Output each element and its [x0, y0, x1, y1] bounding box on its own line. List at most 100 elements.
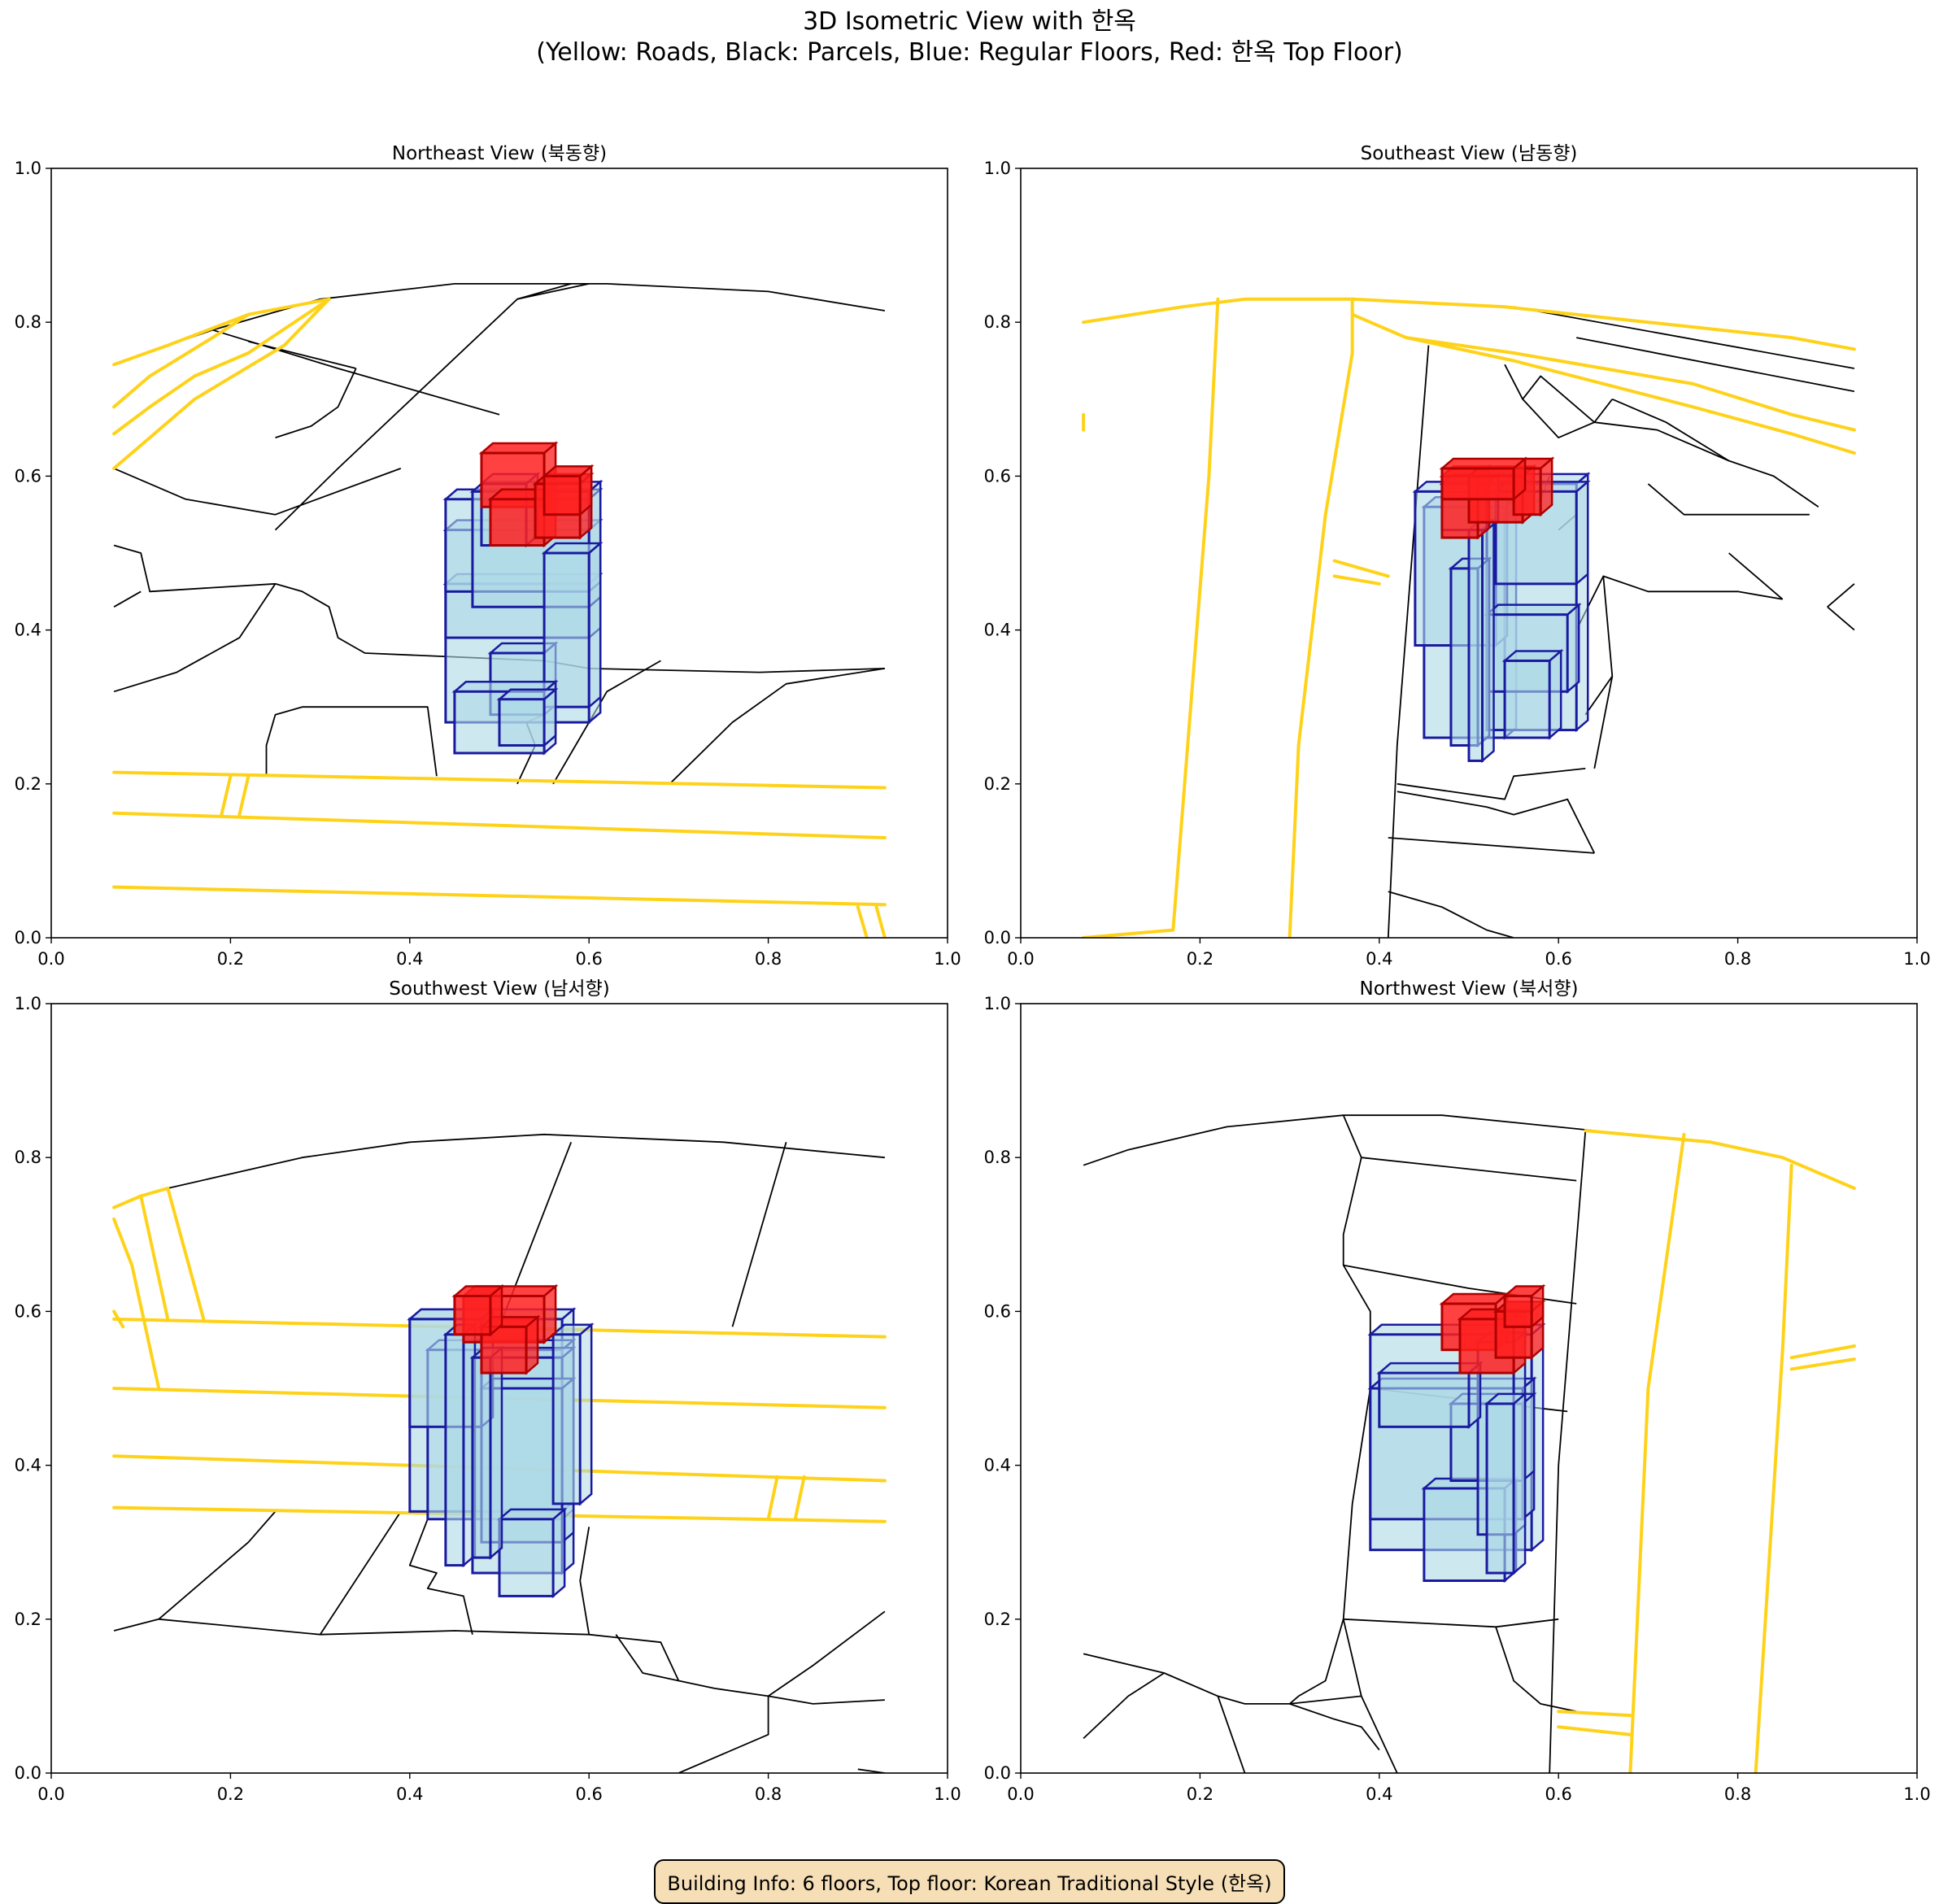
road-line [237, 774, 251, 817]
y-tick-label: 0.4 [984, 1456, 1011, 1475]
y-tick-label: 0.4 [15, 621, 41, 640]
regular-floor-box [496, 687, 559, 748]
regular-floor-box-side [1481, 517, 1495, 764]
road-line [1332, 574, 1381, 586]
road-line [1584, 1129, 1856, 1190]
y-tick-label: 0.0 [984, 1763, 1011, 1783]
regular-floor-box-front [498, 1518, 555, 1597]
parcel-line [1397, 768, 1586, 800]
regular-floor-box-front [1378, 1371, 1471, 1428]
hanok-floor-box-side [1539, 456, 1553, 517]
panel-title-northwest: Northwest View (북서향) [1360, 978, 1579, 1000]
axes-frame-southwest [50, 1003, 948, 1774]
regular-floor-box-front [551, 1333, 582, 1505]
regular-floor-box-front [1467, 529, 1484, 762]
road-line [112, 297, 331, 436]
parcel-line [1342, 1114, 1371, 1388]
road-line [139, 1194, 170, 1321]
road-line [1628, 1132, 1686, 1773]
regular-floor-box-side [1548, 648, 1562, 740]
parcel-line [1575, 575, 1783, 631]
figure-title: 3D Isometric View with 한옥 [803, 7, 1136, 36]
road-line [1754, 1163, 1793, 1773]
parcel-line [768, 1695, 885, 1705]
panel-southwest: 0.0 0.2 0.4 0.6 0.8 1.0 0.0 0.2 0.4 0.6 0.8 1.0 Sout… [15, 978, 961, 1804]
regular-floor-box [469, 1345, 505, 1560]
parcel-line [113, 544, 276, 593]
x-tick-label: 0.0 [1007, 949, 1034, 969]
x-tick-label: 0.0 [37, 949, 64, 969]
x-tick-label: 0.0 [37, 1784, 64, 1804]
regular-floor-box-front [498, 698, 546, 747]
road-line [1789, 1357, 1856, 1371]
y-tick-label: 0.0 [984, 928, 1011, 948]
road-line [112, 1309, 125, 1329]
y-tick-label: 0.4 [984, 621, 1011, 640]
regular-floor-box [1466, 517, 1497, 764]
road-line [166, 1187, 206, 1321]
axes-frame-northwest [1020, 1003, 1918, 1774]
parcel-line [579, 1527, 590, 1635]
road-line [1789, 1344, 1856, 1360]
road-line [112, 1217, 161, 1390]
regular-floor-box-front [1503, 659, 1551, 739]
plot-content-northwest [1083, 1114, 1856, 1773]
x-tick-label: 0.6 [1545, 1784, 1571, 1804]
regular-floor-box [1501, 648, 1564, 740]
road-line [112, 811, 887, 839]
x-tick-label: 0.8 [755, 1784, 782, 1804]
road-line [112, 770, 887, 790]
x-tick-label: 0.6 [575, 1784, 602, 1804]
panel-southeast: 0.0 0.2 0.4 0.6 0.8 1.0 0.0 0.2 0.4 0.6 0.8 1.0 Sout… [984, 143, 1931, 969]
parcel-line [669, 668, 886, 785]
y-tick-label: 0.0 [15, 1763, 41, 1783]
parcel-line [248, 341, 356, 369]
parcel-line [615, 1634, 679, 1682]
parcel-line [1361, 1157, 1577, 1182]
road-line [112, 297, 331, 470]
regular-floor-box [442, 1322, 478, 1568]
y-tick-label: 1.0 [984, 159, 1011, 178]
plot-content-southeast [1082, 297, 1856, 938]
hanok-floor-box-side [489, 1283, 503, 1337]
road-line [112, 312, 251, 409]
regular-floor-box [496, 1507, 568, 1599]
x-tick-label: 0.2 [217, 1784, 244, 1804]
y-tick-label: 0.8 [15, 1148, 41, 1167]
x-tick-label: 1.0 [1903, 1784, 1930, 1804]
parcel-line [1397, 791, 1596, 854]
x-tick-label: 1.0 [934, 949, 961, 969]
parcel-line [1289, 1703, 1380, 1751]
road-line [1082, 297, 1856, 351]
x-tick-label: 0.8 [1724, 949, 1751, 969]
x-tick-label: 1.0 [934, 1784, 961, 1804]
hanok-floor-box [451, 1283, 505, 1337]
plot-content-southwest [112, 1133, 887, 1773]
y-tick-label: 0.6 [15, 1301, 41, 1321]
parcel-line [1549, 1131, 1587, 1773]
figure-subtitle: (Yellow: Roads, Black: Parcels, Blue: Re… [536, 38, 1403, 67]
parcel-line [1387, 345, 1430, 938]
hanok-floor-box-front [1440, 467, 1515, 501]
parcel-line [678, 1696, 769, 1773]
y-tick-label: 0.0 [15, 928, 41, 948]
parcel-line [1513, 306, 1855, 369]
road-line [1350, 312, 1856, 455]
parcel-line [319, 1510, 402, 1636]
parcel-line [1522, 375, 1819, 508]
parcel-line [1827, 583, 1855, 608]
y-tick-label: 1.0 [15, 159, 41, 178]
road-line [1171, 297, 1220, 932]
road-line [1288, 297, 1354, 938]
hanok-floor-box [1501, 1283, 1546, 1330]
x-tick-label: 0.8 [1724, 1784, 1751, 1804]
plot-content-northeast [112, 282, 887, 938]
x-tick-label: 0.0 [1007, 1784, 1034, 1804]
road-line [1557, 1725, 1632, 1736]
parcel-line [1728, 552, 1784, 600]
y-tick-label: 0.6 [984, 466, 1011, 486]
regular-floor-box-side [587, 541, 602, 709]
y-tick-label: 0.8 [15, 312, 41, 332]
x-tick-label: 0.4 [1366, 1784, 1392, 1804]
parcel-line [275, 582, 885, 673]
